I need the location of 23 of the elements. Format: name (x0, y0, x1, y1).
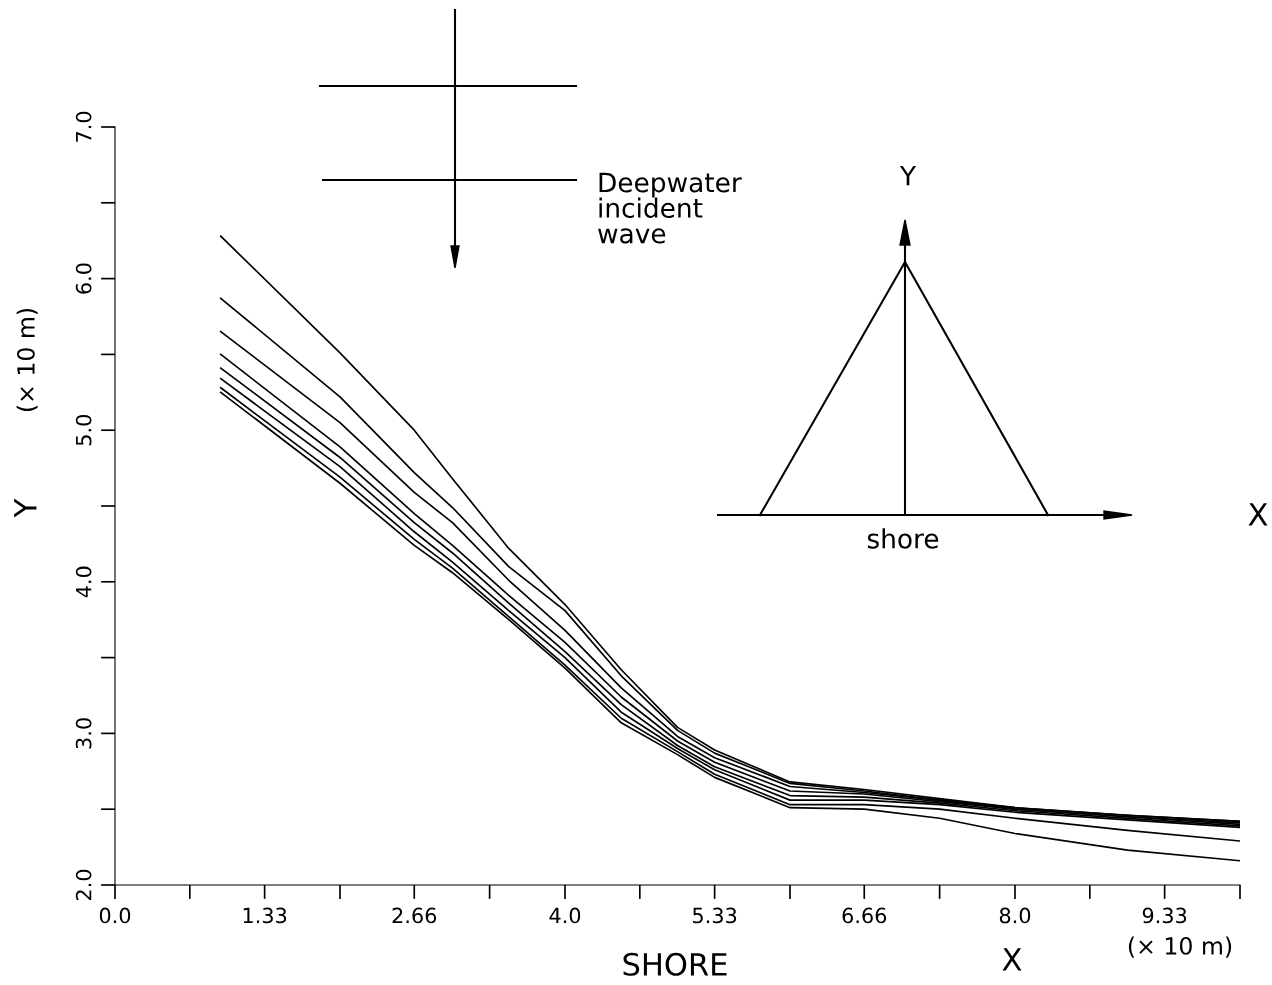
x-tick-label: 8.0 (999, 907, 1031, 924)
text: (× 10 m) (1128, 936, 1232, 958)
x-tick-label: 9.33 (1142, 907, 1187, 924)
y-tick-label: 2.0 (75, 869, 92, 901)
annotation: Deepwater incident wave (598, 172, 742, 244)
text: (× 10 m) (16, 308, 38, 412)
y-tick-label: 5.0 (75, 415, 92, 446)
y-axis-title: Y (14, 498, 37, 518)
y-tick-label: 6.0 (75, 263, 92, 294)
x-tick-label: 0.0 (99, 907, 131, 924)
x-tick-label: 5.33 (693, 907, 737, 924)
y-tick-label: 4.0 (75, 566, 92, 598)
x-tick-label: 6.66 (842, 907, 887, 924)
y-tick-label: 7.0 (75, 111, 92, 142)
y-tick-label: 3.0 (75, 718, 92, 749)
x-tick-label: 4.0 (549, 907, 581, 924)
x-axis-title: SHORE (623, 952, 727, 976)
annotation: shore (867, 528, 939, 549)
annotation: Y (899, 166, 917, 186)
x-tick-label: 1.33 (243, 907, 287, 924)
x-tick-label: 2.66 (392, 907, 437, 924)
text: X (1002, 948, 1022, 971)
text: X (1248, 503, 1268, 526)
